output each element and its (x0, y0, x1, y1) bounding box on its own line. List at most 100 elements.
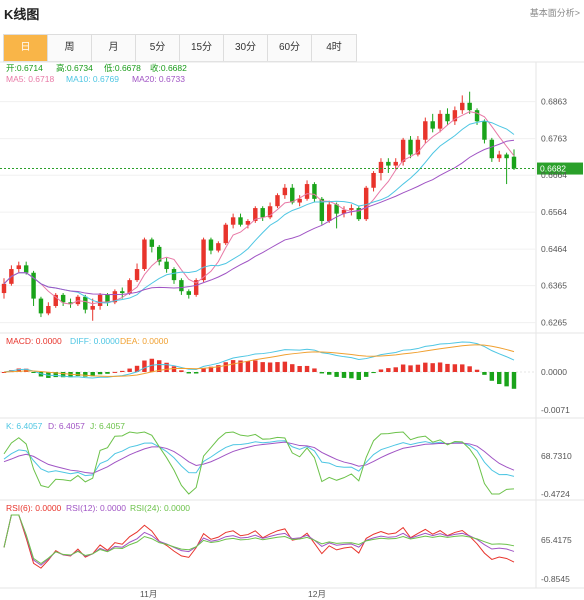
macd-axis-zero: 0.0000 (541, 367, 567, 377)
candle-body[interactable] (134, 269, 140, 281)
candle-body[interactable] (445, 113, 450, 122)
macd-bar (245, 360, 251, 372)
candle-body[interactable] (474, 110, 480, 122)
macd-bar (186, 372, 191, 374)
candle-body[interactable] (245, 221, 251, 225)
candle-body[interactable] (393, 161, 398, 166)
candle-body[interactable] (467, 102, 472, 111)
candle-body[interactable] (371, 172, 376, 188)
page-title: K线图 (4, 7, 40, 22)
candle-body[interactable] (208, 239, 214, 251)
candle-body[interactable] (186, 291, 191, 295)
candle-body[interactable] (193, 280, 199, 295)
candle-body[interactable] (363, 187, 369, 220)
candle-body[interactable] (31, 272, 36, 299)
candle-body[interactable] (112, 291, 118, 303)
candle-body[interactable] (415, 139, 421, 155)
tab-30min[interactable]: 30分 (224, 35, 268, 61)
candle-body[interactable] (378, 161, 384, 173)
header: K线图 基本面分析> (0, 0, 584, 24)
candle-body[interactable] (68, 302, 73, 305)
candle-body[interactable] (437, 113, 443, 129)
candle-body[interactable] (157, 246, 162, 262)
ma10-value: MA10: 0.6769 (66, 74, 119, 84)
ma5-line (3, 111, 515, 305)
candle-body[interactable] (238, 217, 243, 225)
high-value: 高:0.6734 (56, 63, 93, 73)
macd-bar (275, 362, 280, 372)
candle-body[interactable] (511, 156, 517, 169)
macd-bar (445, 363, 450, 372)
candle-body[interactable] (260, 208, 265, 218)
kdj-axis-min: -0.4724 (541, 489, 570, 499)
candle-body[interactable] (319, 198, 325, 222)
candle-body[interactable] (341, 209, 347, 214)
candle-body[interactable] (423, 121, 428, 140)
candle-body[interactable] (83, 296, 88, 310)
candle-body[interactable] (312, 184, 317, 199)
candle-body[interactable] (23, 265, 29, 273)
ma5-value: MA5: 0.6718 (6, 74, 54, 84)
candle-body[interactable] (349, 208, 354, 210)
candle-body[interactable] (253, 208, 258, 222)
candle-body[interactable] (275, 195, 280, 207)
tab-15min[interactable]: 15分 (180, 35, 224, 61)
candle-body[interactable] (164, 261, 169, 270)
candle-body[interactable] (334, 204, 339, 214)
candle-body[interactable] (489, 139, 495, 159)
candle-body[interactable] (452, 110, 458, 122)
candle-body[interactable] (60, 294, 66, 303)
candle-body[interactable] (97, 294, 103, 306)
fundamental-analysis-link[interactable]: 基本面分析> (529, 8, 580, 18)
candle-body[interactable] (90, 305, 95, 310)
macd-bar (349, 372, 354, 379)
candle-body[interactable] (120, 291, 125, 294)
macd-bar (208, 366, 214, 372)
candle-body[interactable] (504, 154, 509, 159)
candle-body[interactable] (267, 206, 273, 218)
macd-bar (371, 372, 376, 374)
candle-body[interactable] (1, 283, 7, 294)
j-value: J: 6.4057 (90, 421, 125, 431)
macd-bar (134, 365, 140, 372)
candle-body[interactable] (304, 184, 310, 199)
tab-month[interactable]: 月 (92, 35, 136, 61)
rsi12-line (3, 514, 515, 566)
candle-body[interactable] (179, 280, 184, 292)
candle-body[interactable] (223, 224, 228, 244)
candle-body[interactable] (105, 294, 110, 303)
candle-body[interactable] (497, 154, 502, 159)
tab-4hour[interactable]: 4时 (326, 42, 342, 53)
candle-body[interactable] (216, 243, 221, 251)
candle-body[interactable] (16, 265, 21, 270)
j-line (3, 431, 515, 495)
candle-body[interactable] (171, 269, 177, 281)
macd-bar (60, 372, 66, 378)
candle-body[interactable] (400, 139, 406, 162)
candle-body[interactable] (327, 204, 332, 222)
candle-body[interactable] (290, 187, 295, 203)
candle-body[interactable] (356, 208, 361, 220)
candle-body[interactable] (230, 217, 236, 225)
candle-body[interactable] (282, 187, 288, 196)
candle-body[interactable] (297, 198, 302, 203)
candle-body[interactable] (46, 305, 51, 314)
candle-body[interactable] (38, 298, 44, 314)
tab-60min[interactable]: 60分 (268, 35, 312, 61)
tab-day[interactable]: 日 (4, 35, 48, 61)
candle-body[interactable] (408, 139, 413, 155)
candle-body[interactable] (482, 121, 487, 140)
candle-body[interactable] (142, 239, 147, 270)
tab-5min[interactable]: 5分 (136, 35, 180, 61)
low-value: 低:0.6678 (104, 63, 141, 73)
tab-week[interactable]: 周 (48, 35, 92, 61)
candle-body[interactable] (149, 239, 155, 247)
candle-body[interactable] (201, 239, 206, 281)
macd-bar (282, 361, 288, 372)
candle-body[interactable] (53, 294, 58, 306)
candle-body[interactable] (127, 280, 132, 294)
candle-body[interactable] (386, 161, 391, 166)
candle-body[interactable] (430, 121, 435, 129)
candle-body[interactable] (460, 102, 465, 111)
